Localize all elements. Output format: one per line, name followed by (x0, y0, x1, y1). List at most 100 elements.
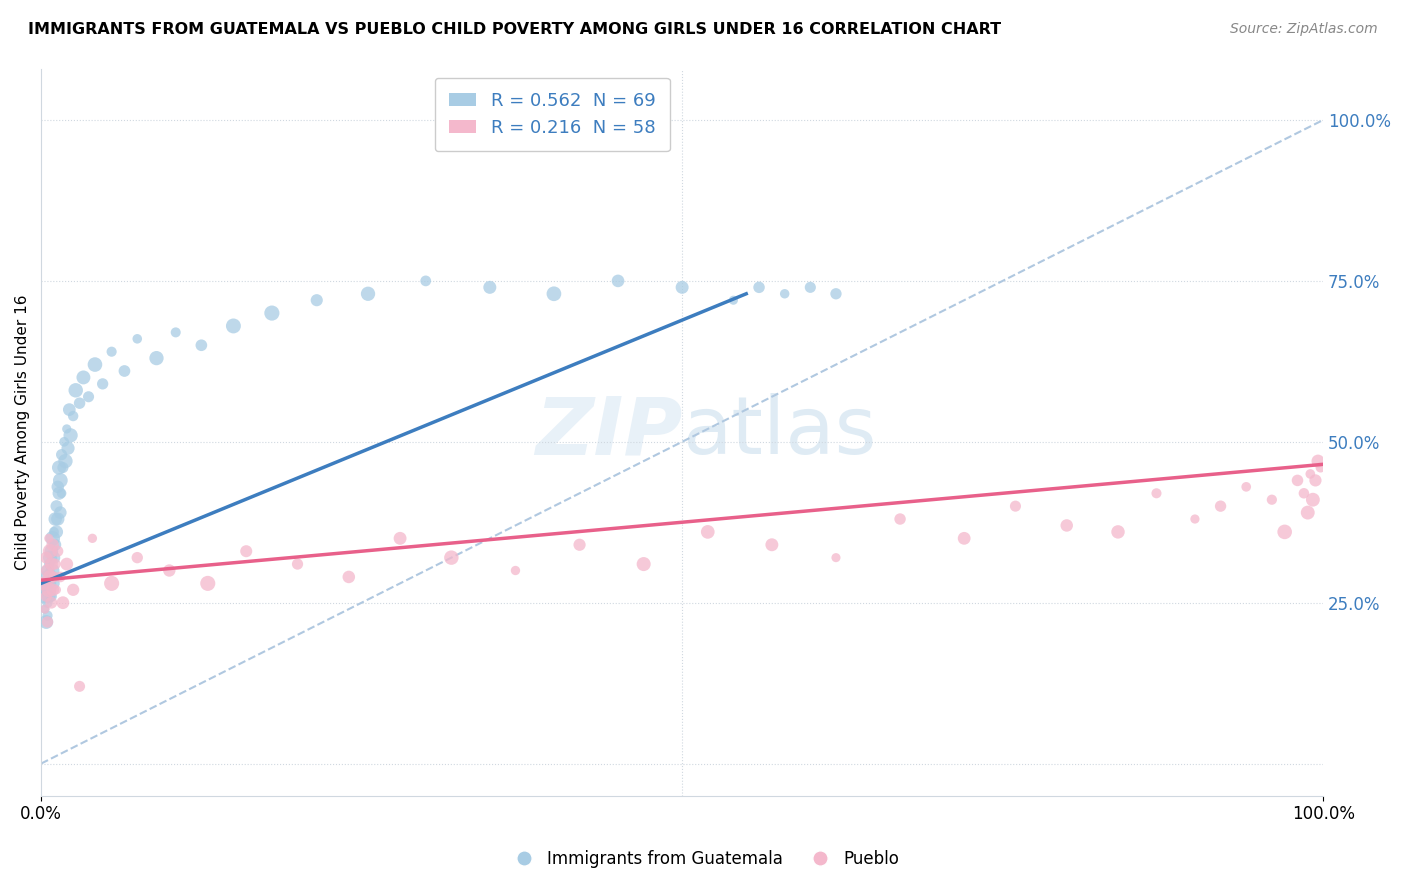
Point (825, 286, 848, 301)
Point (41, 582, 63, 597)
Point (84, 358, 107, 372)
Text: atlas: atlas (682, 393, 876, 471)
Point (1302, 492, 1324, 507)
Point (44, 538, 66, 552)
Point (260, 306, 283, 320)
Point (41, 532, 63, 546)
Point (389, 532, 412, 546)
Point (127, 550, 149, 565)
Point (48, 460, 70, 475)
Point (51, 486, 73, 500)
Point (32, 576, 55, 591)
Legend: Immigrants from Guatemala, Pueblo: Immigrants from Guatemala, Pueblo (501, 844, 905, 875)
Point (49, 474, 72, 488)
Point (825, 550, 848, 565)
Point (38, 589, 60, 603)
Point (671, 280, 693, 294)
Point (42, 570, 65, 584)
Point (568, 538, 591, 552)
Point (46, 480, 69, 494)
Point (889, 512, 911, 526)
Point (100, 576, 122, 591)
Point (91, 376, 114, 391)
Point (1004, 499, 1026, 513)
Point (58, 402, 80, 417)
Point (69, 679, 91, 693)
Point (62, 582, 84, 597)
Text: IMMIGRANTS FROM GUATEMALA VS PUEBLO CHILD POVERTY AMONG GIRLS UNDER 16 CORRELATI: IMMIGRANTS FROM GUATEMALA VS PUEBLO CHIL… (28, 22, 1001, 37)
Point (42, 550, 65, 565)
Point (157, 564, 180, 578)
Point (39, 550, 62, 565)
Point (38, 582, 60, 597)
Point (41, 544, 63, 558)
Point (1146, 486, 1168, 500)
Point (41, 557, 63, 571)
Point (62, 409, 84, 423)
Point (723, 293, 745, 308)
Point (44, 512, 66, 526)
Point (41, 564, 63, 578)
Point (46, 544, 69, 558)
Point (38, 532, 60, 546)
Point (41, 570, 63, 584)
Point (39, 544, 62, 558)
Point (52, 596, 75, 610)
Point (478, 280, 501, 294)
Point (77, 390, 100, 404)
Legend: R = 0.562  N = 69, R = 0.216  N = 58: R = 0.562 N = 69, R = 0.216 N = 58 (434, 78, 669, 152)
Point (145, 351, 167, 365)
Point (1261, 492, 1284, 507)
Point (41, 589, 63, 603)
Point (1309, 460, 1331, 475)
Point (415, 274, 437, 288)
Point (305, 293, 328, 308)
Point (39, 564, 62, 578)
Point (37, 615, 59, 629)
Point (1274, 524, 1296, 539)
Point (357, 286, 380, 301)
Point (1107, 524, 1129, 539)
Point (543, 286, 565, 301)
Point (49, 506, 72, 520)
Point (52, 460, 75, 475)
Point (165, 326, 187, 340)
Point (1234, 480, 1257, 494)
Point (69, 396, 91, 410)
Point (35, 615, 58, 629)
Point (55, 422, 77, 436)
Point (53, 434, 76, 449)
Point (127, 332, 149, 346)
Point (37, 570, 59, 584)
Point (1209, 499, 1232, 513)
Point (72, 370, 94, 384)
Point (440, 550, 463, 565)
Point (48, 486, 70, 500)
Point (35, 550, 58, 565)
Point (55, 557, 77, 571)
Point (44, 557, 66, 571)
Point (46, 512, 69, 526)
Point (65, 384, 87, 398)
Point (56, 441, 79, 455)
Point (799, 280, 821, 294)
Point (100, 344, 122, 359)
Point (82, 532, 104, 546)
Point (696, 524, 718, 539)
Point (32, 589, 55, 603)
Point (42, 524, 65, 539)
Point (114, 364, 136, 378)
Point (45, 582, 67, 597)
Text: ZIP: ZIP (534, 393, 682, 471)
Point (34, 576, 56, 591)
Point (287, 557, 309, 571)
Point (39, 570, 62, 584)
Point (59, 428, 82, 442)
Point (1299, 467, 1322, 481)
Point (222, 318, 245, 333)
Point (190, 338, 212, 352)
Point (773, 286, 796, 301)
Point (35, 564, 58, 578)
Point (39, 582, 62, 597)
Point (1305, 474, 1327, 488)
